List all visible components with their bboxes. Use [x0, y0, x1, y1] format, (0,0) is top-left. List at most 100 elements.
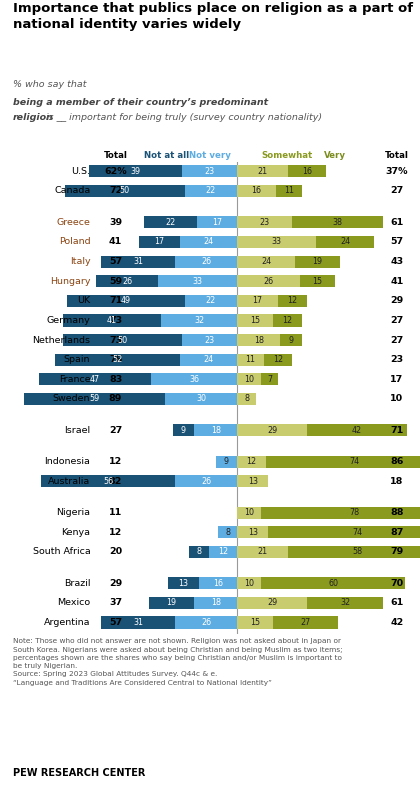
Bar	[237, 275, 299, 288]
Bar	[316, 236, 374, 248]
Bar	[237, 455, 266, 468]
Text: 26: 26	[263, 277, 273, 286]
Text: 57: 57	[390, 237, 404, 247]
Text: 42: 42	[352, 426, 362, 435]
Bar	[237, 393, 257, 405]
Bar	[237, 236, 316, 248]
Bar	[288, 165, 326, 177]
Text: Nigeria: Nigeria	[56, 508, 90, 517]
Text: 61: 61	[390, 598, 404, 608]
Text: Italy: Italy	[70, 257, 90, 266]
Text: Greece: Greece	[56, 217, 90, 227]
Text: 41: 41	[109, 237, 122, 247]
Text: 36: 36	[189, 375, 199, 384]
Text: 9: 9	[289, 336, 294, 344]
Text: % who say that: % who say that	[13, 80, 89, 89]
Text: Australia: Australia	[48, 477, 90, 486]
Bar	[273, 616, 338, 629]
Text: 27: 27	[300, 618, 311, 627]
Bar	[197, 216, 237, 229]
Text: 17: 17	[155, 237, 165, 247]
Text: 9: 9	[224, 457, 229, 466]
Text: 33: 33	[272, 237, 282, 247]
Bar	[161, 314, 237, 326]
Text: 26: 26	[201, 618, 211, 627]
Bar	[237, 295, 278, 307]
Text: 13: 13	[178, 579, 189, 588]
Text: 73: 73	[109, 336, 122, 344]
Text: being a member of their country’s predominant: being a member of their country’s predom…	[13, 98, 268, 106]
Bar	[194, 424, 237, 437]
Text: 12: 12	[273, 355, 283, 364]
Bar	[237, 424, 307, 437]
Bar	[173, 424, 194, 437]
Text: 38: 38	[333, 217, 343, 227]
Text: 12: 12	[109, 528, 122, 537]
Text: 21: 21	[257, 167, 268, 176]
Text: 10: 10	[244, 508, 254, 517]
Bar	[158, 275, 237, 288]
Text: 78: 78	[349, 508, 360, 517]
Text: 50: 50	[120, 187, 130, 195]
Text: 26: 26	[122, 277, 132, 286]
Text: Total: Total	[385, 151, 409, 160]
Bar	[175, 475, 237, 488]
Text: Hungary: Hungary	[50, 277, 90, 286]
Text: France: France	[59, 375, 90, 384]
Text: 32: 32	[194, 316, 204, 325]
Text: 19: 19	[166, 598, 176, 608]
Text: 12: 12	[247, 457, 257, 466]
Bar	[209, 546, 237, 558]
Bar	[151, 374, 237, 385]
Text: 61: 61	[390, 217, 404, 227]
Text: Kenya: Kenya	[61, 528, 90, 537]
Bar	[237, 354, 264, 366]
Text: 41: 41	[107, 316, 117, 325]
Bar	[185, 185, 237, 197]
Text: 29: 29	[390, 296, 404, 305]
Text: 74: 74	[349, 457, 360, 466]
Text: 13: 13	[248, 477, 258, 486]
Text: 18: 18	[211, 598, 221, 608]
Text: 71: 71	[390, 426, 404, 435]
Bar	[41, 475, 175, 488]
Text: 49: 49	[121, 296, 131, 305]
Text: 18: 18	[254, 336, 264, 344]
Text: 59: 59	[90, 395, 100, 403]
Bar	[189, 546, 209, 558]
Bar	[65, 185, 185, 197]
Bar	[55, 354, 180, 366]
Text: Canada: Canada	[54, 187, 90, 195]
Text: 56: 56	[103, 477, 113, 486]
Text: 17: 17	[390, 375, 404, 384]
Bar	[96, 275, 158, 288]
Text: 57: 57	[109, 618, 122, 627]
Text: U.S.: U.S.	[71, 167, 90, 176]
Text: 12: 12	[218, 548, 228, 556]
Text: Spain: Spain	[64, 355, 90, 364]
Text: 16: 16	[302, 167, 312, 176]
Bar	[139, 236, 180, 248]
Text: 60: 60	[328, 579, 338, 588]
Bar	[237, 597, 307, 609]
Text: 12: 12	[283, 316, 293, 325]
Text: 71: 71	[109, 296, 122, 305]
Text: 24: 24	[204, 355, 214, 364]
Text: 15: 15	[312, 277, 323, 286]
Text: 47: 47	[90, 375, 100, 384]
Text: 16: 16	[252, 187, 262, 195]
Text: Brazil: Brazil	[64, 579, 90, 588]
Bar	[182, 165, 237, 177]
Bar	[63, 314, 161, 326]
Text: 18: 18	[390, 477, 404, 486]
Text: Somewhat: Somewhat	[261, 151, 312, 160]
Bar	[89, 165, 182, 177]
Text: Not at all: Not at all	[144, 151, 189, 160]
Text: 22: 22	[206, 187, 216, 195]
Text: 20: 20	[109, 548, 122, 556]
Text: 24: 24	[204, 237, 214, 247]
Text: 9: 9	[181, 426, 186, 435]
Text: South Africa: South Africa	[33, 548, 90, 556]
Bar	[168, 578, 199, 589]
Bar	[292, 216, 383, 229]
